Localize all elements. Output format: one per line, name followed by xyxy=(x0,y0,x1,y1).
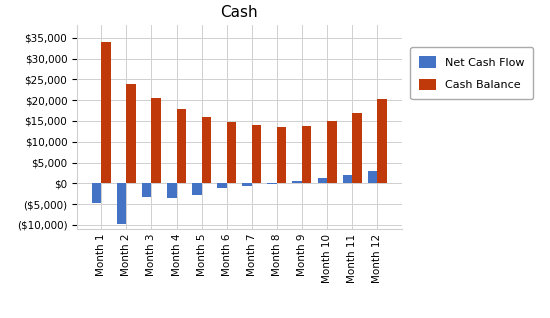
Bar xyxy=(126,84,136,183)
Bar xyxy=(352,113,362,183)
Bar xyxy=(151,98,161,183)
Legend: Net Cash Flow, Cash Balance: Net Cash Flow, Cash Balance xyxy=(410,47,533,99)
Bar xyxy=(92,183,101,203)
Bar xyxy=(343,175,352,183)
Bar xyxy=(252,125,261,183)
Bar xyxy=(177,108,186,183)
Bar xyxy=(117,183,126,224)
Bar xyxy=(202,117,211,183)
Bar xyxy=(267,183,277,184)
Bar xyxy=(217,183,227,188)
Bar xyxy=(142,183,151,197)
Bar xyxy=(192,183,202,195)
Bar xyxy=(242,183,252,186)
Bar xyxy=(167,183,177,198)
Bar xyxy=(377,99,387,183)
Bar xyxy=(302,126,311,183)
Bar xyxy=(293,181,302,183)
Bar xyxy=(227,122,236,183)
Bar xyxy=(317,178,327,183)
Bar xyxy=(368,171,377,183)
Bar xyxy=(277,127,287,183)
Bar xyxy=(101,42,111,183)
Title: Cash: Cash xyxy=(221,5,258,20)
Bar xyxy=(327,121,337,183)
